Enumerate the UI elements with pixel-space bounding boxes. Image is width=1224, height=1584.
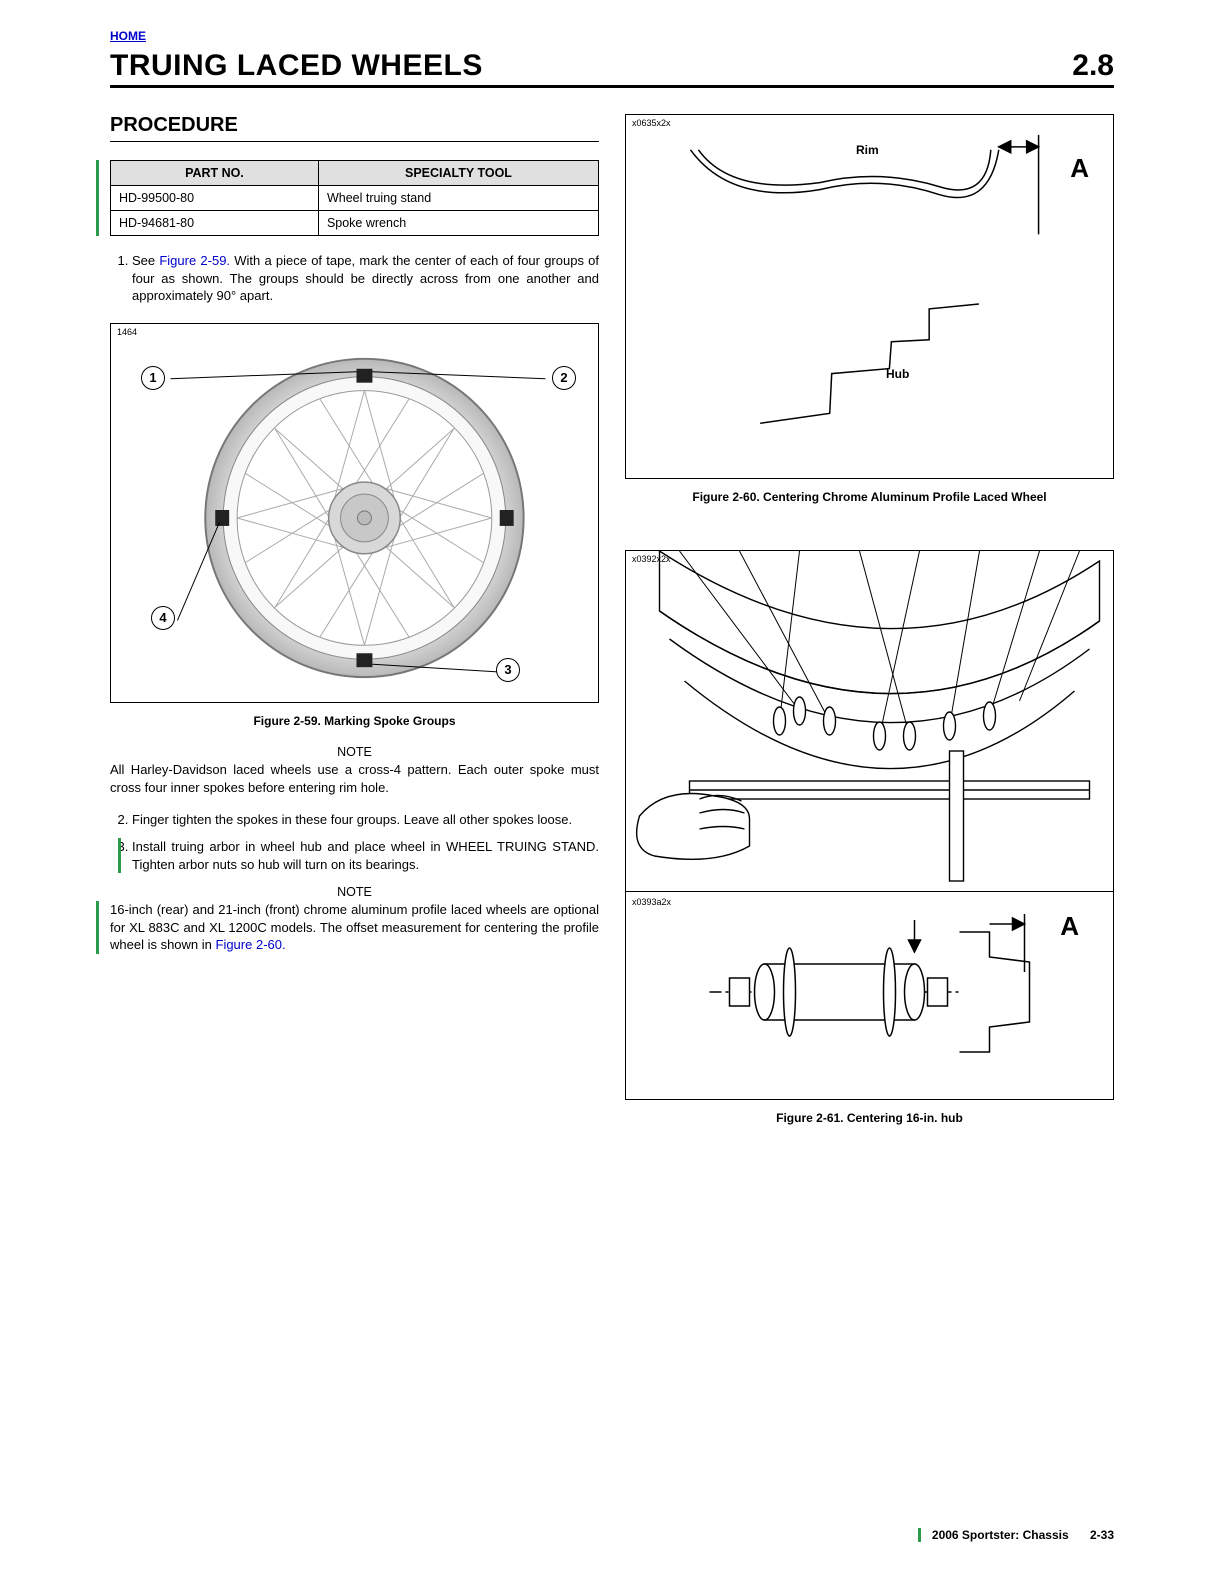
cell: Wheel truing stand [318,186,598,211]
table-row: HD-99500-80 Wheel truing stand [111,186,599,211]
figure-61-id-bottom: x0393a2x [632,897,671,907]
hub-label: Hub [886,367,909,381]
home-link[interactable]: HOME [110,29,146,43]
page-title: TRUING LACED WHEELS [110,49,483,83]
figure-60-id: x0635x2x [632,118,671,128]
callout-3: 3 [496,658,520,682]
procedure-heading: PROCEDURE [110,114,599,142]
note-1: All Harley-Davidson laced wheels use a c… [110,761,599,796]
dim-a-label-2: A [1060,911,1079,942]
figure-59-id: 1464 [117,327,137,337]
figure-60-box: x0635x2x Rim A [625,114,1114,479]
figure-59-caption: Figure 2-59. Marking Spoke Groups [110,713,599,730]
figure-61-caption: Figure 2-61. Centering 16-in. hub [625,1110,1114,1127]
right-column: x0635x2x Rim A [625,114,1114,1143]
cell: HD-99500-80 [111,186,319,211]
col-part-no: PART NO. [111,161,319,186]
cell: Spoke wrench [318,211,598,236]
note-label-2: NOTE [110,885,599,899]
hub-section-illustration [626,892,1113,1092]
cell: HD-94681-80 [111,211,319,236]
step-3: Install truing arbor in wheel hub and pl… [132,838,599,873]
table-header-row: PART NO. SPECIALTY TOOL [111,161,599,186]
footer-book: 2006 Sportster: Chassis [932,1528,1069,1542]
section-number: 2.8 [1072,49,1114,83]
footer-page: 2-33 [1090,1528,1114,1542]
col-specialty-tool: SPECIALTY TOOL [318,161,598,186]
rim-label: Rim [856,143,879,157]
wheel-illustration [111,324,598,702]
table-row: HD-94681-80 Spoke wrench [111,211,599,236]
spoke-wrench-illustration [626,551,1113,891]
callout-1: 1 [141,366,165,390]
note-label-1: NOTE [110,745,599,759]
figure-ref-59[interactable]: Figure 2-59. [159,253,230,268]
callout-4: 4 [151,606,175,630]
figure-61-id-top: x0392x2x [632,554,671,564]
figure-59-box: 1464 [110,323,599,703]
note-2: 16-inch (rear) and 21-inch (front) chrom… [110,901,599,954]
step-2: Finger tighten the spokes in these four … [132,811,599,829]
title-row: TRUING LACED WHEELS 2.8 [110,49,1114,88]
left-column: PROCEDURE PART NO. SPECIALTY TOOL HD-995… [110,114,599,1143]
page-footer: 2006 Sportster: Chassis 2-33 [932,1528,1114,1542]
specialty-tool-table: PART NO. SPECIALTY TOOL HD-99500-80 Whee… [110,160,599,236]
dim-a-label: A [1070,153,1089,184]
figure-60-caption: Figure 2-60. Centering Chrome Aluminum P… [625,489,1114,506]
figure-ref-60[interactable]: Figure 2-60. [216,937,286,952]
rim-hub-diagram [626,115,1113,478]
figure-61-box: x0392x2x [625,550,1114,1100]
callout-2: 2 [552,366,576,390]
step-1: See Figure 2-59. With a piece of tape, m… [132,252,599,305]
